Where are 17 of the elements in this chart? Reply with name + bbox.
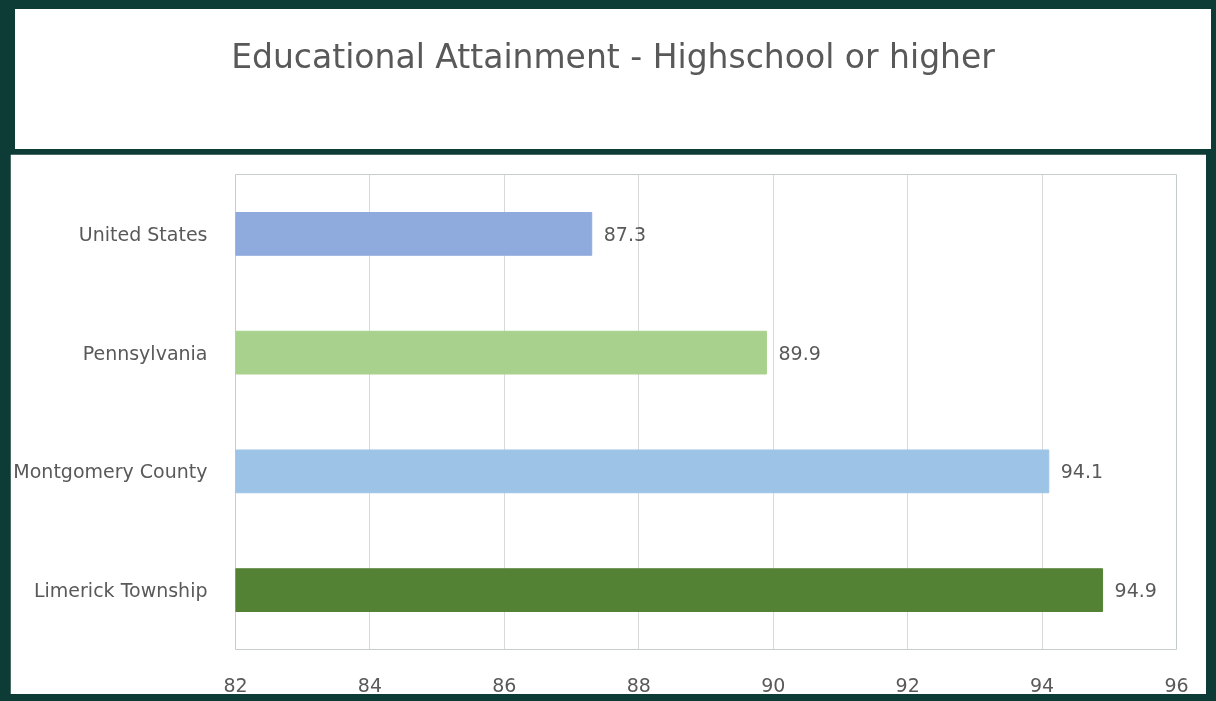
x-tick-label: 82 [223, 673, 248, 696]
x-tick-label: 86 [492, 673, 517, 696]
x-tick-label: 84 [357, 673, 383, 696]
chart-title: Educational Attainment - Highschool or higher [231, 36, 995, 78]
y-tick-label: United States [78, 222, 208, 245]
data-label: 94.9 [1114, 579, 1157, 602]
x-tick-label: 90 [761, 673, 786, 696]
data-label: 89.9 [778, 341, 821, 364]
x-tick-label: 92 [895, 673, 920, 696]
data-label: 94.1 [1060, 460, 1104, 483]
x-tick-label: 96 [1164, 673, 1189, 696]
y-tick-label: Pennsylvania [82, 341, 208, 364]
data-label: 87.3 [603, 222, 647, 245]
y-tick-label: Limerick Township [34, 579, 208, 602]
x-tick-label: 88 [626, 673, 651, 696]
x-tick-label: 94 [1029, 673, 1055, 696]
y-tick-label: Montgomery County [13, 460, 208, 483]
